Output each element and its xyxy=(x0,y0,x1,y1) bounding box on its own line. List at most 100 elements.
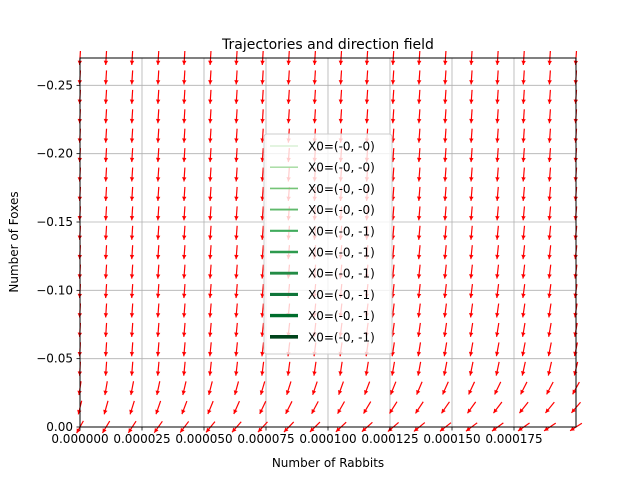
arrow-head xyxy=(181,371,187,376)
arrow-head xyxy=(309,427,315,432)
x-tick-label: 0.000025 xyxy=(113,432,170,446)
arrow-head xyxy=(469,118,474,124)
direction-arrow xyxy=(363,401,372,414)
direction-arrow xyxy=(155,148,161,163)
direction-arrow xyxy=(443,245,448,260)
direction-arrow xyxy=(286,109,291,124)
direction-arrow xyxy=(155,284,161,299)
legend-entry: X0=(-0, -0) xyxy=(270,161,375,175)
arrow-head xyxy=(312,118,317,124)
direction-arrow xyxy=(466,401,477,414)
arrow-head xyxy=(182,138,187,143)
direction-arrow xyxy=(260,361,265,376)
direction-arrow xyxy=(495,206,500,221)
direction-arrow xyxy=(443,128,448,143)
direction-arrow xyxy=(495,128,500,143)
arrow-head xyxy=(416,254,422,260)
direction-arrow xyxy=(521,186,526,201)
arrow-head xyxy=(103,351,109,357)
direction-arrow xyxy=(440,401,450,414)
arrow-head xyxy=(234,138,239,143)
direction-arrow xyxy=(547,284,552,299)
direction-arrow xyxy=(443,186,448,201)
direction-arrow xyxy=(182,264,187,279)
arrow-head xyxy=(547,196,552,201)
arrow-head xyxy=(547,138,552,143)
arrow-head xyxy=(129,60,135,65)
arrow-head xyxy=(180,427,185,433)
direction-arrow xyxy=(521,206,526,221)
arrow-head xyxy=(521,254,526,260)
arrow-head xyxy=(521,99,526,104)
arrow-head xyxy=(415,408,420,414)
direction-arrow xyxy=(495,322,500,337)
direction-arrow xyxy=(337,401,346,414)
arrow-head xyxy=(260,80,265,85)
arrow-head xyxy=(208,118,213,124)
arrow-head xyxy=(286,371,291,376)
arrow-head xyxy=(103,390,108,396)
direction-arrow xyxy=(182,148,187,163)
arrow-head xyxy=(416,138,422,143)
y-tick-label: −0.25 xyxy=(36,78,73,92)
arrow-head xyxy=(547,332,552,337)
direction-arrow xyxy=(416,128,422,143)
direction-arrow xyxy=(416,109,422,124)
arrow-head xyxy=(442,274,448,279)
arrow-head xyxy=(208,371,213,376)
arrow-head xyxy=(182,118,187,124)
arrow-head xyxy=(443,80,448,85)
direction-arrow xyxy=(208,148,213,163)
arrow-head xyxy=(521,332,526,337)
arrow-head xyxy=(573,351,578,357)
legend-label: X0=(-0, -0) xyxy=(308,161,375,175)
arrow-head xyxy=(260,371,265,376)
direction-arrow xyxy=(103,148,109,163)
arrow-head xyxy=(469,99,474,104)
arrow-head xyxy=(495,196,500,201)
arrow-head xyxy=(103,138,109,143)
direction-arrow xyxy=(155,167,161,182)
arrow-head xyxy=(285,390,291,395)
arrow-head xyxy=(155,409,160,415)
x-tick-label: 0.000175 xyxy=(485,432,542,446)
direction-arrow xyxy=(521,284,526,299)
x-tick-label: 0.000075 xyxy=(237,432,294,446)
direction-arrow xyxy=(155,245,161,260)
direction-arrow xyxy=(103,284,109,299)
arrow-head xyxy=(547,254,552,260)
direction-arrow xyxy=(208,342,213,357)
arrow-head xyxy=(469,177,474,182)
arrow-head xyxy=(547,80,552,85)
direction-arrow xyxy=(469,264,474,279)
direction-arrow xyxy=(521,109,526,124)
arrow-head xyxy=(129,80,135,85)
direction-arrow xyxy=(208,167,213,182)
arrow-head xyxy=(416,196,422,201)
arrow-head xyxy=(129,313,135,318)
direction-arrow xyxy=(285,381,292,396)
arrow-head xyxy=(443,177,448,182)
direction-arrow xyxy=(364,89,370,104)
direction-arrow xyxy=(233,400,240,415)
arrow-head xyxy=(494,389,499,395)
direction-arrow xyxy=(260,70,265,85)
direction-arrow xyxy=(469,303,474,318)
direction-arrow xyxy=(155,70,161,85)
arrow-head xyxy=(443,235,448,240)
direction-arrow xyxy=(495,186,500,201)
arrow-head xyxy=(129,390,134,396)
y-axis-ticks: 0.00 −0.05 −0.10 −0.15 −0.20 −0.25 xyxy=(36,78,80,434)
arrow-head xyxy=(390,99,396,104)
direction-arrow xyxy=(546,381,554,395)
arrow-head xyxy=(468,389,473,395)
x-axis-ticks: 0.000000 0.000025 0.000050 0.000075 0.000100… xyxy=(51,427,543,446)
arrow-head xyxy=(547,274,552,279)
arrow-head xyxy=(129,177,135,182)
direction-arrow xyxy=(547,70,552,85)
arrow-head xyxy=(155,80,161,85)
arrow-head xyxy=(338,118,344,124)
direction-arrow xyxy=(547,109,552,124)
arrow-head xyxy=(495,118,500,124)
direction-arrow xyxy=(521,148,526,163)
